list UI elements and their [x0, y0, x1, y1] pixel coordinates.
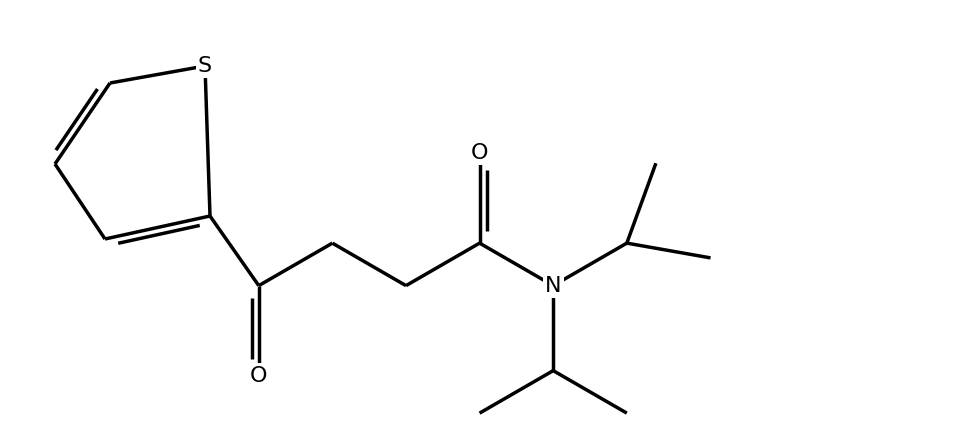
Text: N: N [545, 276, 561, 296]
Text: O: O [470, 143, 488, 163]
Text: O: O [250, 365, 267, 386]
Text: S: S [198, 56, 212, 76]
